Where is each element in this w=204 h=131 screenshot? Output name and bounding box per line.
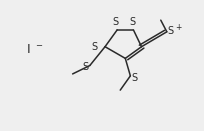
Text: S: S bbox=[112, 17, 118, 27]
Text: +: + bbox=[175, 23, 182, 32]
Text: S: S bbox=[129, 17, 135, 27]
Text: S: S bbox=[83, 62, 89, 72]
Text: −: − bbox=[35, 41, 42, 50]
Text: S: S bbox=[168, 26, 174, 36]
Text: S: S bbox=[131, 73, 137, 83]
Text: I: I bbox=[27, 43, 31, 56]
Text: S: S bbox=[92, 42, 98, 52]
